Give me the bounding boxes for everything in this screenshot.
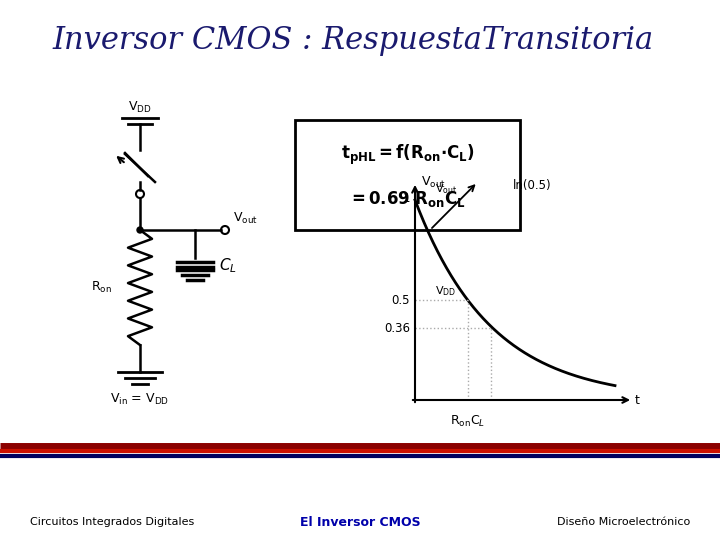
Text: V$_{\rm in}$ = V$_{\rm DD}$: V$_{\rm in}$ = V$_{\rm DD}$ [110, 392, 169, 407]
Text: El Inversor CMOS: El Inversor CMOS [300, 516, 420, 529]
Text: 1: 1 [402, 192, 410, 205]
Text: Circuitos Integrados Digitales: Circuitos Integrados Digitales [30, 517, 194, 527]
Text: 0.36: 0.36 [384, 321, 410, 334]
Text: $\mathbf{t_{pHL} = f(R_{on}{\cdot}C_L)}$: $\mathbf{t_{pHL} = f(R_{on}{\cdot}C_L)}$ [341, 143, 474, 167]
Text: V$_{\rm out}$: V$_{\rm out}$ [421, 175, 446, 190]
Text: V$_{\rm DD}$: V$_{\rm DD}$ [128, 100, 152, 115]
Text: R$_{\rm on}$: R$_{\rm on}$ [91, 280, 112, 295]
Text: Diseño Microelectrónico: Diseño Microelectrónico [557, 517, 690, 527]
Bar [295, 120, 520, 230]
Text: V$_{\rm DD}$: V$_{\rm DD}$ [435, 284, 456, 298]
Text: $C_L$: $C_L$ [219, 256, 237, 275]
Text: $\mathbf{= 0.69\ R_{on}C_L}$: $\mathbf{= 0.69\ R_{on}C_L}$ [348, 189, 467, 209]
Text: ln(0.5): ln(0.5) [513, 179, 552, 192]
Text: V$_{\rm out}$: V$_{\rm out}$ [233, 211, 258, 226]
Text: t: t [635, 394, 640, 407]
Text: R$_{\rm on}$C$_L$: R$_{\rm on}$C$_L$ [450, 414, 485, 429]
Text: 0.5: 0.5 [392, 294, 410, 307]
Circle shape [137, 227, 143, 233]
Text: Inversor CMOS : RespuestaTransitoria: Inversor CMOS : RespuestaTransitoria [52, 24, 653, 56]
Text: V$_{\rm out}$: V$_{\rm out}$ [435, 182, 457, 196]
